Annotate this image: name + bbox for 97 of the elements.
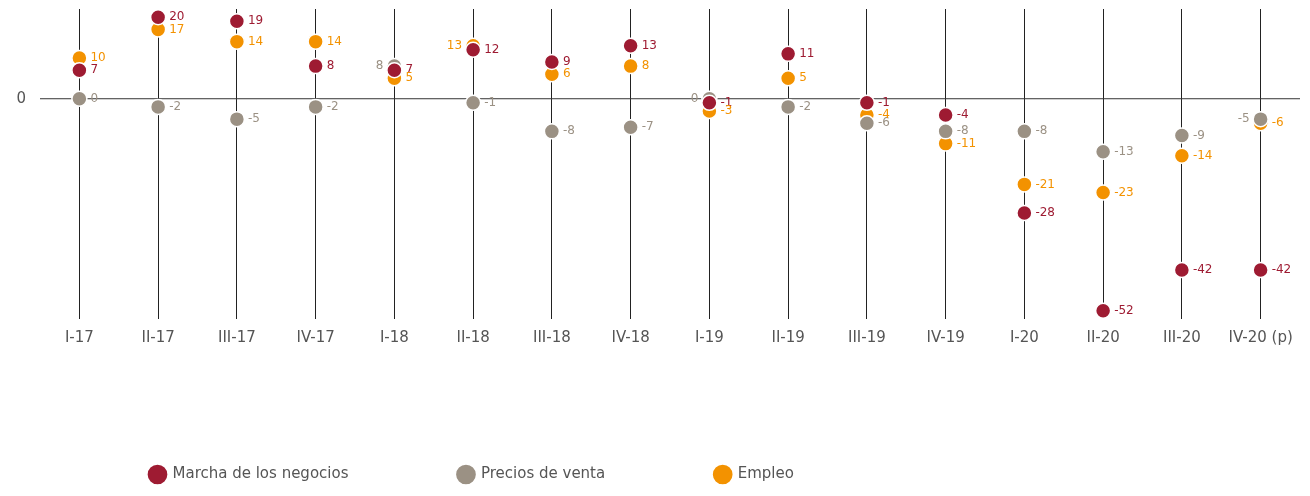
data-label: 13 (641, 37, 657, 52)
x-tick-label: I-18 (379, 327, 409, 346)
data-label: -21 (1035, 176, 1055, 191)
point (307, 98, 324, 116)
data-label: -2 (799, 99, 812, 114)
x-tick-label: I-17 (64, 327, 94, 346)
x-tick-label: I-20 (1009, 327, 1039, 346)
data-label: -42 (1192, 262, 1213, 277)
point (543, 123, 561, 140)
point (701, 94, 718, 112)
point (1173, 147, 1191, 165)
point (1173, 127, 1191, 144)
data-label: -7 (641, 119, 654, 134)
x-tick-label: III-18 (532, 327, 571, 346)
point (779, 70, 797, 87)
data-label: 19 (247, 13, 264, 28)
data-label: 11 (799, 45, 815, 60)
data-label: 10 (90, 50, 106, 65)
x-tick-label: IV-18 (611, 327, 650, 346)
point (622, 37, 639, 54)
point (1252, 110, 1269, 128)
data-label: -4 (956, 107, 969, 122)
legend-label: Empleo (737, 464, 794, 483)
x-tick-label: II-19 (771, 327, 805, 346)
data-label: -9 (1192, 127, 1205, 142)
data-label: 14 (326, 33, 342, 48)
data-label: -14 (1192, 147, 1213, 162)
point (149, 98, 167, 116)
x-tick-label: III-20 (1162, 327, 1201, 346)
point (228, 33, 246, 50)
data-label: 9 (562, 54, 571, 69)
data-label: -11 (956, 135, 977, 150)
point (1252, 261, 1269, 279)
point (858, 94, 876, 112)
x-tick-label: III-19 (847, 327, 886, 346)
point (1094, 184, 1112, 201)
point (149, 9, 167, 26)
data-label: -5 (247, 111, 260, 126)
point (1173, 261, 1191, 279)
data-label: -1 (877, 94, 890, 109)
data-label: -1 (484, 94, 497, 109)
data-label: 8 (326, 58, 335, 73)
point (386, 61, 403, 79)
data-label: -13 (1114, 143, 1134, 158)
point (228, 12, 246, 30)
ref-line-label: 0 (16, 88, 26, 107)
data-label: -42 (1271, 262, 1292, 277)
point (1094, 302, 1112, 319)
x-tick-label: II-20 (1086, 327, 1120, 346)
data-label: -8 (956, 123, 969, 138)
point (464, 94, 482, 112)
x-tick-label: II-18 (456, 327, 490, 346)
data-label: 17 (169, 21, 185, 36)
data-label: 14 (247, 33, 264, 48)
data-label: -8 (562, 123, 575, 138)
point (71, 61, 88, 79)
x-tick-label: IV-19 (926, 327, 965, 346)
x-tick-label: II-17 (141, 327, 175, 346)
point (937, 123, 954, 140)
x-tick-label: IV-20 (p) (1228, 327, 1293, 346)
data-label: 5 (799, 70, 807, 85)
data-label: 7 (90, 62, 99, 77)
legend-label: Marcha de los negocios (172, 464, 349, 483)
data-label: 13 (446, 37, 463, 52)
point (464, 41, 482, 59)
data-label: -52 (1114, 302, 1134, 317)
point (1016, 204, 1033, 222)
data-label: -2 (169, 99, 182, 114)
legend-label: Precios de venta (480, 464, 606, 483)
point (1016, 176, 1033, 193)
data-label: -5 (1237, 111, 1250, 126)
point (622, 119, 639, 136)
point (1016, 123, 1033, 140)
x-tick-label: III-17 (217, 327, 256, 346)
x-tick-label: IV-17 (296, 327, 335, 346)
data-label: -28 (1035, 205, 1055, 220)
point (1094, 143, 1112, 161)
point (543, 53, 561, 71)
data-label: 6 (562, 66, 571, 81)
data-label: 8 (641, 58, 650, 73)
x-tick-label: I-19 (694, 327, 724, 346)
data-label: 8 (375, 58, 384, 73)
point (779, 45, 797, 63)
data-label: -6 (1271, 115, 1284, 130)
point (937, 106, 954, 124)
data-label: -23 (1114, 184, 1134, 199)
point (307, 33, 324, 50)
point (71, 90, 88, 107)
data-label: -2 (326, 99, 339, 114)
point (858, 114, 876, 132)
data-label: 20 (169, 9, 185, 24)
point (622, 57, 639, 75)
point (228, 110, 246, 128)
data-label: 12 (484, 41, 500, 56)
point (779, 98, 797, 116)
point (307, 57, 324, 75)
data-label: -8 (1035, 123, 1048, 138)
